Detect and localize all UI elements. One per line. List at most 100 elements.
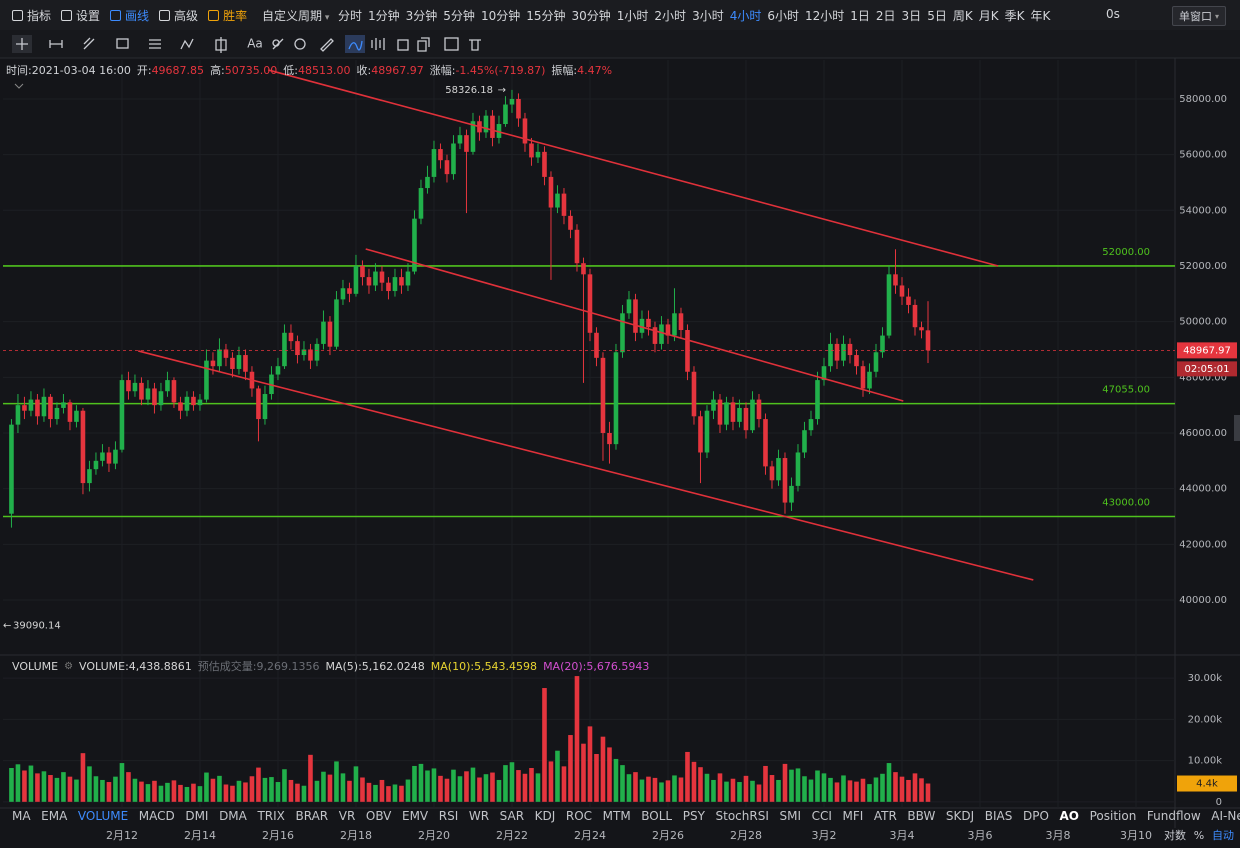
- settings-icon[interactable]: ⚙: [64, 660, 74, 672]
- magnet-tool[interactable]: [294, 38, 306, 50]
- indicator-tab[interactable]: ATR: [873, 809, 897, 823]
- indicator-tab[interactable]: VOLUME: [77, 809, 129, 823]
- volume-bar: [223, 784, 229, 802]
- wave-tool[interactable]: [180, 38, 194, 50]
- period-button[interactable]: 月K: [978, 9, 999, 23]
- crosshair-tool[interactable]: [16, 38, 28, 50]
- collapse-chevron[interactable]: [14, 83, 24, 89]
- period-button[interactable]: 30分钟: [571, 9, 611, 23]
- indicator-tab[interactable]: VR: [338, 809, 356, 823]
- indicator-tab[interactable]: ROC: [565, 809, 593, 823]
- rect-tool[interactable]: [116, 38, 129, 49]
- candle-body: [9, 424, 14, 514]
- fib-tool[interactable]: [149, 39, 161, 49]
- indicator-tab[interactable]: BIAS: [984, 809, 1013, 823]
- freehand-tool[interactable]: [348, 40, 363, 51]
- candle-body: [28, 399, 34, 411]
- indicator-tab[interactable]: BRAR: [295, 809, 329, 823]
- pen-tool[interactable]: [320, 38, 334, 52]
- period-button[interactable]: 2小时: [654, 9, 687, 23]
- indicator-tab[interactable]: PSY: [682, 809, 705, 823]
- indicator-tab[interactable]: SAR: [499, 809, 525, 823]
- trend-tool[interactable]: [83, 37, 95, 50]
- chart-type-tool[interactable]: [371, 38, 385, 50]
- tool-label: 设置: [76, 9, 101, 23]
- indicator-tab[interactable]: EMA: [41, 809, 68, 823]
- axis-option[interactable]: %: [1194, 829, 1204, 842]
- candle-body: [678, 313, 684, 330]
- info-label: 涨幅:: [429, 64, 456, 77]
- period-button[interactable]: 4小时: [729, 9, 762, 23]
- indicator-tab[interactable]: SKDJ: [945, 809, 975, 823]
- indicator-tab[interactable]: StochRSI: [715, 809, 769, 823]
- indicator-tab[interactable]: RSI: [438, 809, 459, 823]
- lock-tool[interactable]: [397, 39, 409, 51]
- indicator-tab[interactable]: SMI: [779, 809, 801, 823]
- indicator-tab[interactable]: MA: [12, 809, 31, 823]
- tool-button[interactable]: 设置: [61, 7, 100, 24]
- text-tool[interactable]: Aa: [247, 37, 263, 51]
- delete-tool[interactable]: [469, 39, 481, 51]
- period-button[interactable]: 1日: [850, 9, 870, 23]
- tool-button[interactable]: 画线: [110, 7, 149, 24]
- copy-tool[interactable]: [417, 37, 430, 52]
- indicator-tab[interactable]: CCI: [811, 809, 832, 823]
- indicator-tab[interactable]: MTM: [602, 809, 631, 823]
- tool-button[interactable]: 胜率: [208, 7, 247, 24]
- period-button[interactable]: 年K: [1030, 9, 1051, 23]
- countdown-box: [1177, 361, 1237, 377]
- indicator-tab[interactable]: MFI: [842, 809, 864, 823]
- indicator-tab[interactable]: KDJ: [534, 809, 556, 823]
- period-button[interactable]: 1小时: [616, 9, 649, 23]
- period-button[interactable]: 分时: [338, 9, 363, 23]
- volume-bar: [87, 766, 92, 802]
- period-button[interactable]: 5分钟: [443, 9, 475, 23]
- indicator-tab[interactable]: DPO: [1022, 809, 1049, 823]
- volume-bar: [659, 782, 664, 802]
- volume-bar: [704, 773, 710, 802]
- window-select[interactable]: 单窗口 ▾: [1172, 6, 1226, 26]
- screenshot-tool[interactable]: [444, 37, 459, 51]
- indicator-tab[interactable]: OBV: [365, 809, 392, 823]
- candle-body: [74, 410, 79, 422]
- side-handle[interactable]: [1234, 415, 1240, 441]
- tool-button[interactable]: 高级: [159, 7, 198, 24]
- indicator-tab[interactable]: DMI: [185, 809, 209, 823]
- indicator-tab[interactable]: WR: [468, 809, 490, 823]
- period-button[interactable]: 3小时: [692, 9, 724, 23]
- period-button[interactable]: 12小时: [804, 9, 845, 23]
- indicator-tab[interactable]: DMA: [219, 809, 247, 823]
- period-menu[interactable]: 自定义周期: [262, 7, 329, 24]
- volume-bar: [288, 779, 294, 802]
- volume-bar: [535, 773, 541, 802]
- measure-angle-tool[interactable]: [272, 38, 284, 50]
- indicator-tab[interactable]: Position: [1089, 809, 1137, 823]
- volume-bar: [210, 778, 216, 802]
- axis-option[interactable]: 对数: [1164, 828, 1186, 842]
- indicator-tab[interactable]: BOLL: [641, 809, 673, 823]
- indicator-tab[interactable]: Fundflow: [1146, 809, 1201, 823]
- period-button[interactable]: 15分钟: [526, 9, 566, 23]
- period-button[interactable]: 10分钟: [480, 9, 521, 23]
- position-tool[interactable]: [215, 37, 227, 53]
- axis-option[interactable]: 自动: [1212, 829, 1234, 842]
- period-button[interactable]: 季K: [1004, 9, 1025, 23]
- period-button[interactable]: 5日: [927, 9, 947, 23]
- indicator-tab[interactable]: EMV: [402, 809, 429, 823]
- period-button[interactable]: 6小时: [767, 9, 799, 23]
- indicator-tab[interactable]: BBW: [907, 809, 936, 823]
- period-button[interactable]: 1分钟: [368, 9, 400, 23]
- period-button[interactable]: 2日: [875, 9, 896, 23]
- period-button[interactable]: 3日: [901, 9, 922, 23]
- volume-bar: [750, 780, 755, 802]
- candle-body: [230, 357, 235, 369]
- indicator-tab[interactable]: AO: [1059, 809, 1079, 823]
- indicator-tab[interactable]: TRIX: [257, 809, 285, 823]
- measure-tool[interactable]: [49, 40, 63, 48]
- period-button[interactable]: 周K: [952, 9, 973, 23]
- indicator-tab[interactable]: AI-NetVOL: [1211, 809, 1240, 823]
- indicator-tab[interactable]: MACD: [138, 809, 175, 823]
- period-button[interactable]: 3分钟: [405, 9, 438, 23]
- tool-button[interactable]: 指标: [12, 7, 51, 24]
- volume-bar: [197, 786, 203, 802]
